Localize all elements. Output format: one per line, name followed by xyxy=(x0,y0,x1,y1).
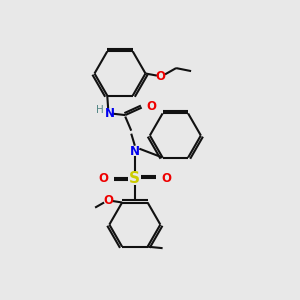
Text: H: H xyxy=(96,105,103,115)
Text: N: N xyxy=(105,107,115,120)
Text: S: S xyxy=(129,171,140,186)
Text: O: O xyxy=(155,70,166,83)
Text: N: N xyxy=(130,145,140,158)
Text: O: O xyxy=(99,172,109,184)
Text: O: O xyxy=(161,172,171,184)
Text: O: O xyxy=(103,194,114,208)
Text: O: O xyxy=(147,100,157,113)
